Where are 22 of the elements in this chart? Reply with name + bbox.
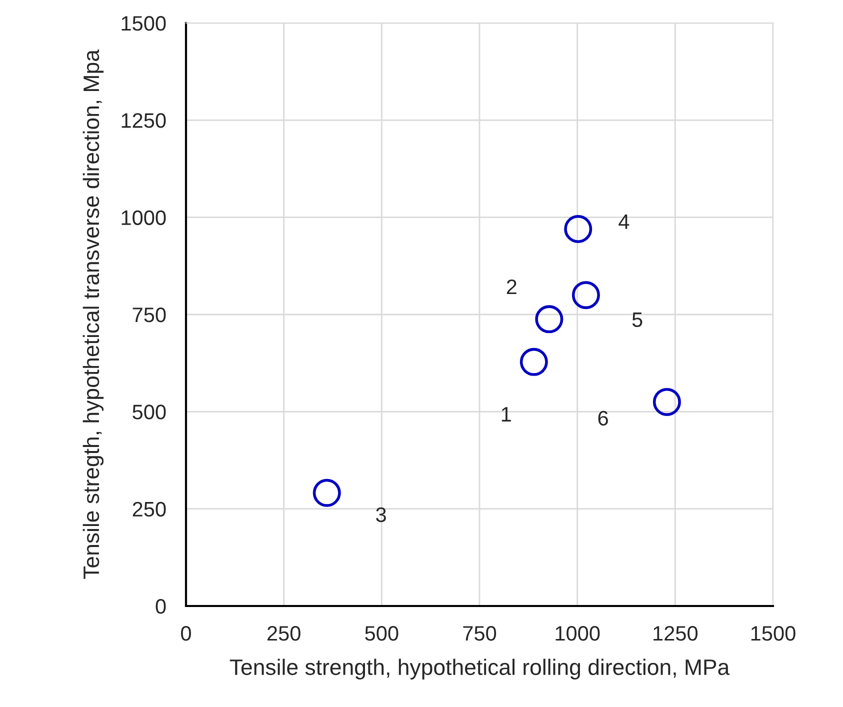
y-tick-label: 1000: [122, 210, 166, 226]
annotation: 1: [502, 407, 511, 422]
annotation: 5: [632, 312, 642, 328]
y-tick-label: 0: [156, 599, 166, 614]
y-tick-label: 500: [132, 404, 166, 420]
x-tick-label: 250: [268, 626, 300, 641]
x-tick-label: 0: [181, 626, 191, 641]
x-tick-label: 500: [365, 626, 398, 641]
y-axis-title: Tensile stregth, hypothetical transverse direction, Mpa: [82, 50, 104, 579]
annotation: 4: [618, 214, 630, 229]
annotation: 6: [598, 410, 608, 426]
x-tick-label: 750: [463, 626, 496, 641]
x-tick-label: 1000: [556, 626, 600, 641]
annotation: 2: [506, 279, 516, 294]
x-tick-label: 1500: [751, 626, 796, 641]
x-tick-label: 1250: [654, 626, 698, 641]
y-tick-label: 1500: [122, 16, 166, 31]
x-axis-title: Tensile strength, hypothetical rolling direction, MPa: [230, 658, 730, 680]
annotation: 3: [376, 507, 386, 522]
y-tick-label: 250: [132, 502, 166, 517]
y-tick-label: 1250: [122, 113, 166, 128]
y-tick-label: 750: [132, 308, 166, 322]
